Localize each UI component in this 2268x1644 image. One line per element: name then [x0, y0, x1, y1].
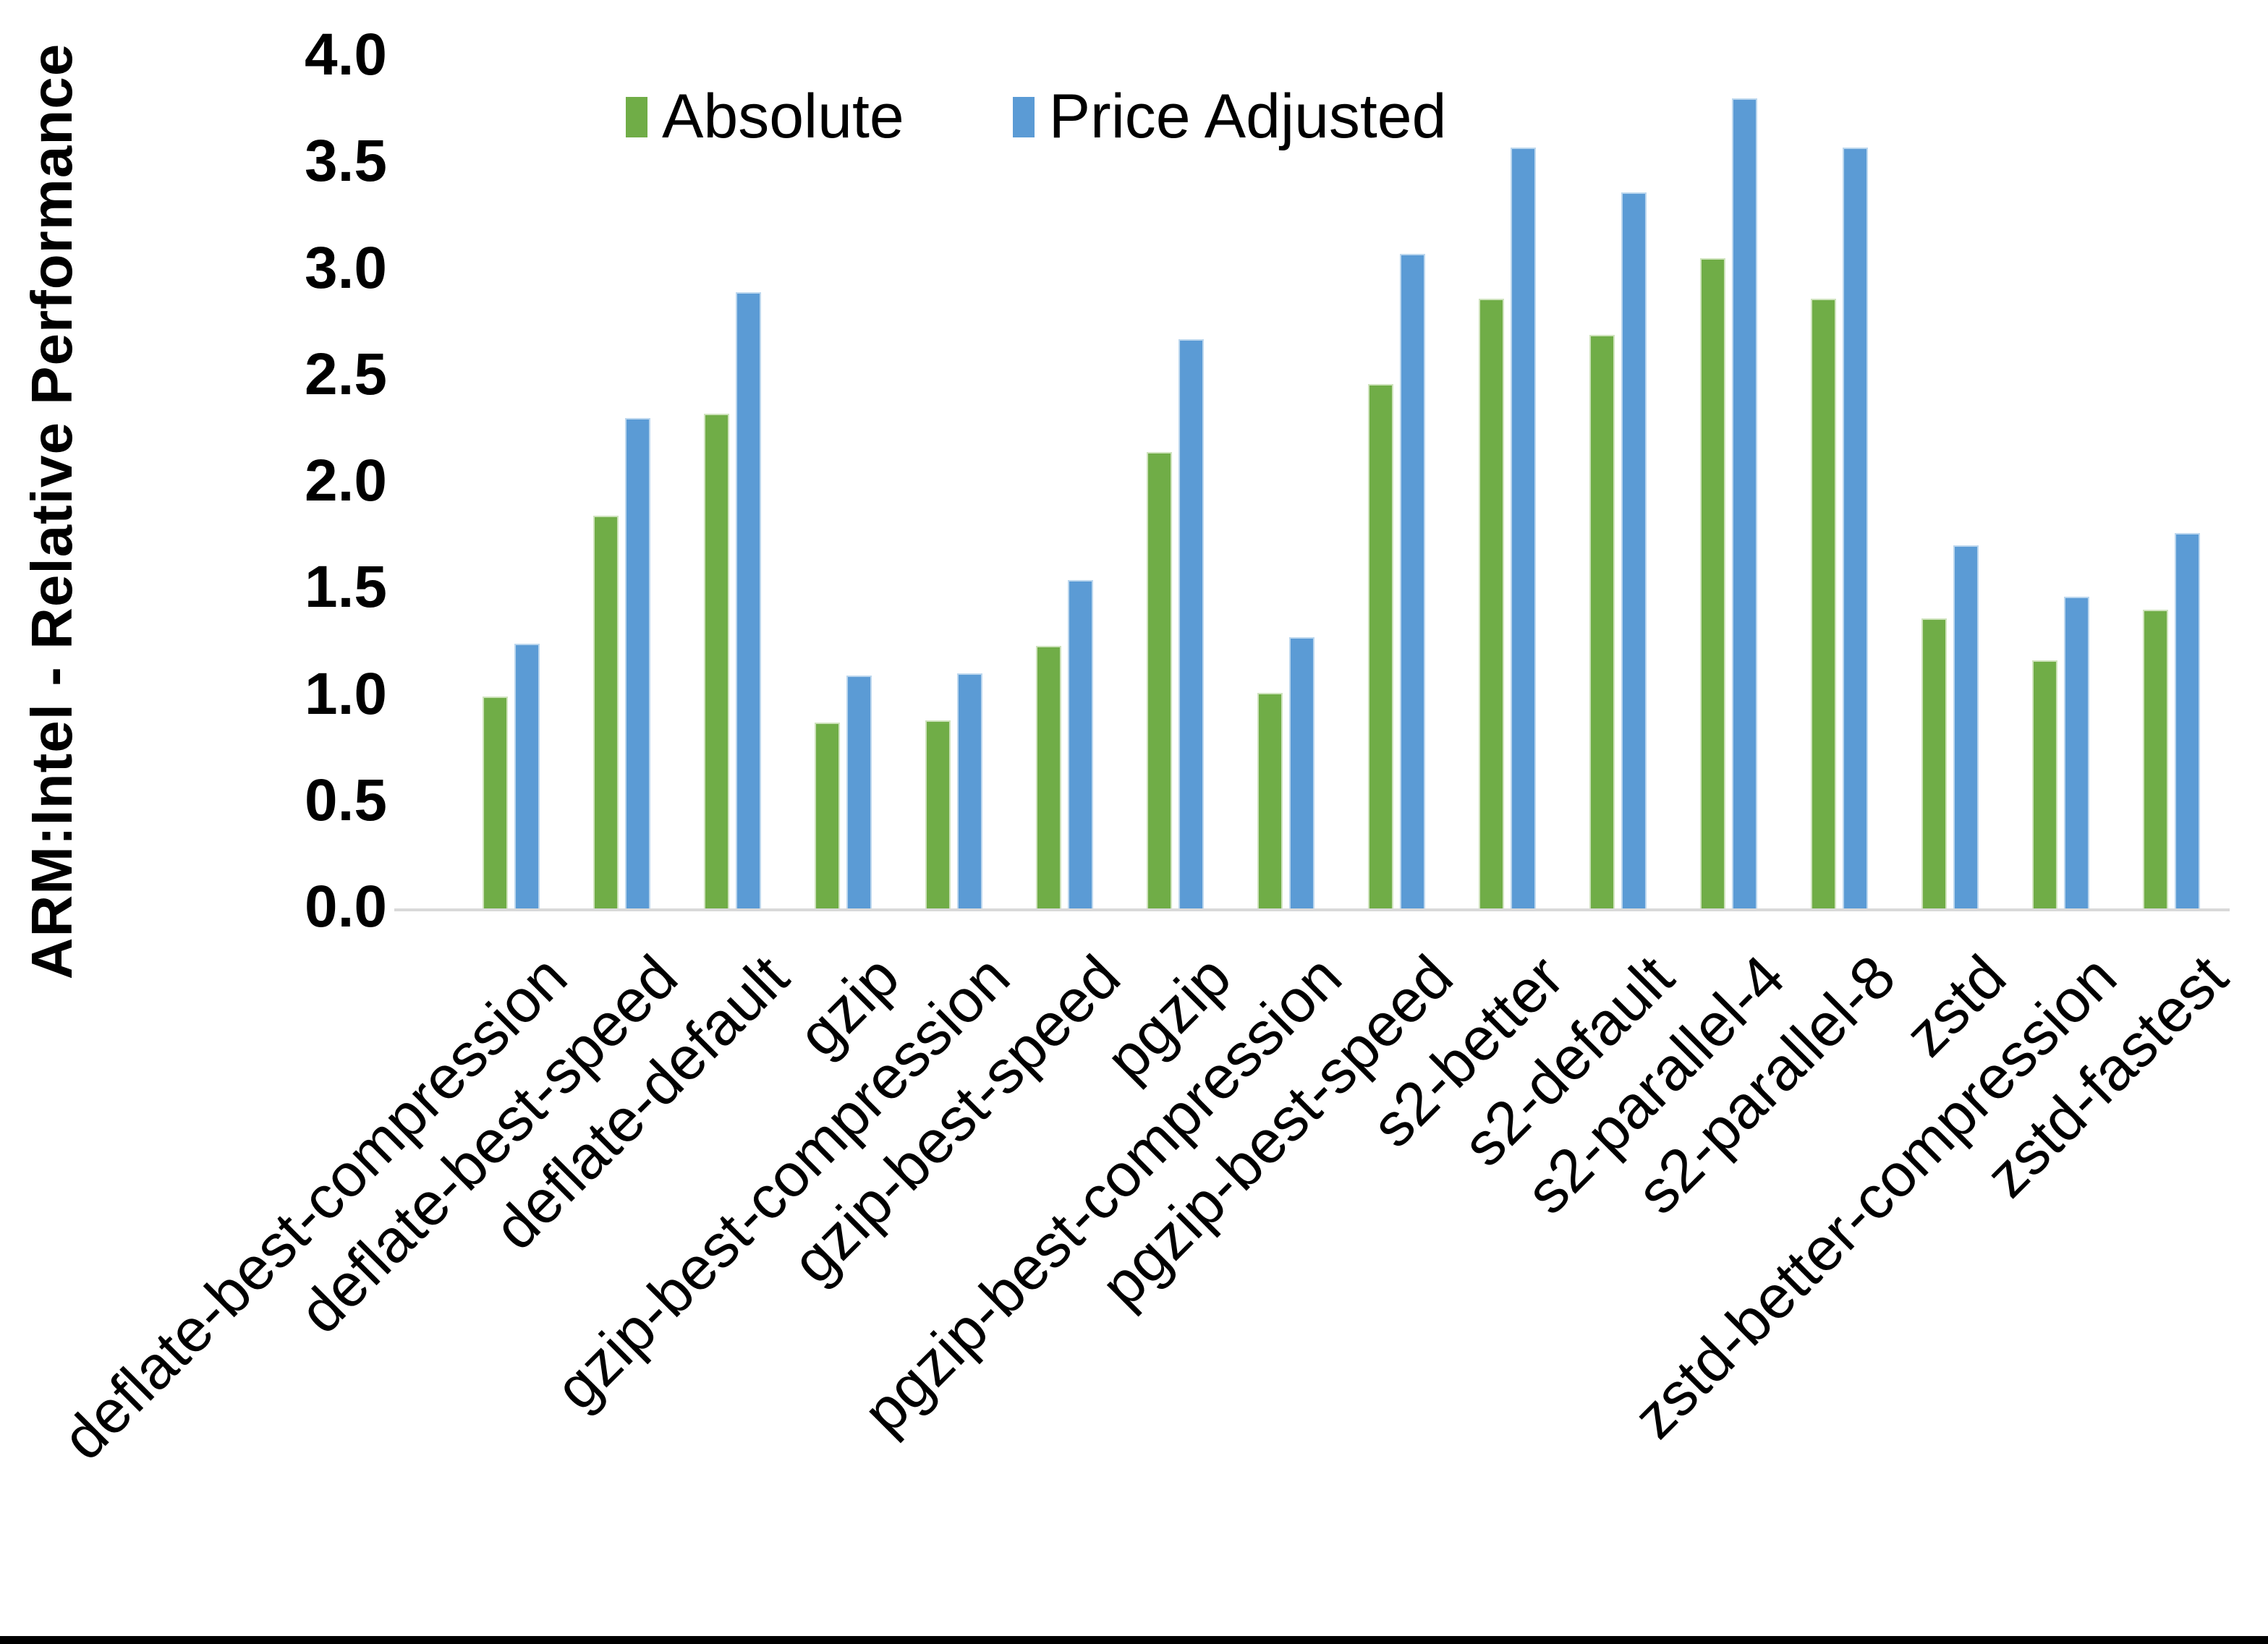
bar-price-adjusted-s2-parallel-8: [1842, 148, 1868, 910]
y-tick-label: 3.5: [305, 128, 387, 195]
bar-absolute-s2-parallel-8: [1810, 299, 1836, 910]
x-axis-line: [394, 908, 2230, 911]
y-tick-label: 2.5: [305, 341, 387, 407]
bar-absolute-pgzip: [1146, 452, 1172, 910]
legend-swatch-price-adjusted: [1012, 96, 1035, 137]
legend-item-absolute: Absolute: [626, 81, 904, 153]
bar-price-adjusted-deflate-best-compression: [514, 644, 540, 910]
legend: Absolute Price Adjusted: [626, 81, 1446, 153]
bar-absolute-s2-default: [1589, 335, 1615, 910]
bottom-border: [0, 1636, 2268, 1644]
bar-absolute-deflate-default: [703, 414, 729, 910]
bar-price-adjusted-zstd-fastest: [2174, 533, 2200, 910]
bar-price-adjusted-s2-parallel-4: [1731, 98, 1757, 910]
y-tick-label: 4.0: [305, 22, 387, 88]
bar-absolute-zstd: [1921, 618, 1947, 910]
bar-absolute-gzip-best-speed: [1035, 646, 1061, 910]
y-tick-label: 0.0: [305, 874, 387, 940]
bar-price-adjusted-pgzip-best-speed: [1399, 254, 1425, 910]
bar-price-adjusted-deflate-best-speed: [624, 418, 650, 910]
legend-label-price-adjusted: Price Adjusted: [1048, 82, 1447, 151]
bar-absolute-zstd-fastest: [2142, 610, 2168, 910]
bar-absolute-gzip: [814, 723, 840, 910]
y-tick-label: 3.0: [305, 234, 387, 301]
bar-absolute-deflate-best-speed: [593, 516, 619, 910]
bar-price-adjusted-deflate-default: [735, 292, 761, 910]
bar-price-adjusted-gzip-best-compression: [956, 673, 982, 910]
bar-absolute-deflate-best-compression: [482, 697, 508, 910]
bar-price-adjusted-gzip-best-speed: [1067, 580, 1093, 910]
bar-absolute-gzip-best-compression: [925, 720, 951, 910]
bar-absolute-pgzip-best-speed: [1367, 384, 1393, 910]
bar-absolute-s2-better: [1478, 299, 1504, 910]
bar-price-adjusted-zstd-better-compression: [2063, 597, 2089, 910]
bar-price-adjusted-zstd: [1953, 545, 1979, 910]
bar-price-adjusted-pgzip: [1178, 339, 1204, 910]
y-tick-label: 2.0: [305, 448, 387, 514]
bar-price-adjusted-gzip: [846, 676, 872, 910]
y-tick-label: 1.5: [305, 554, 387, 621]
y-tick-label: 1.0: [305, 660, 387, 727]
legend-label-absolute: Absolute: [662, 82, 904, 151]
bar-price-adjusted-pgzip-best-compression: [1288, 637, 1314, 910]
bar-price-adjusted-s2-default: [1621, 192, 1647, 910]
bar-absolute-zstd-better-compression: [2031, 660, 2057, 910]
bar-price-adjusted-s2-better: [1510, 148, 1536, 910]
legend-swatch-absolute: [626, 96, 647, 137]
bar-absolute-s2-parallel-4: [1699, 258, 1725, 910]
y-tick-label: 0.5: [305, 767, 387, 833]
legend-item-price-adjusted: Price Adjusted: [1012, 81, 1447, 153]
bar-absolute-pgzip-best-compression: [1257, 693, 1283, 910]
